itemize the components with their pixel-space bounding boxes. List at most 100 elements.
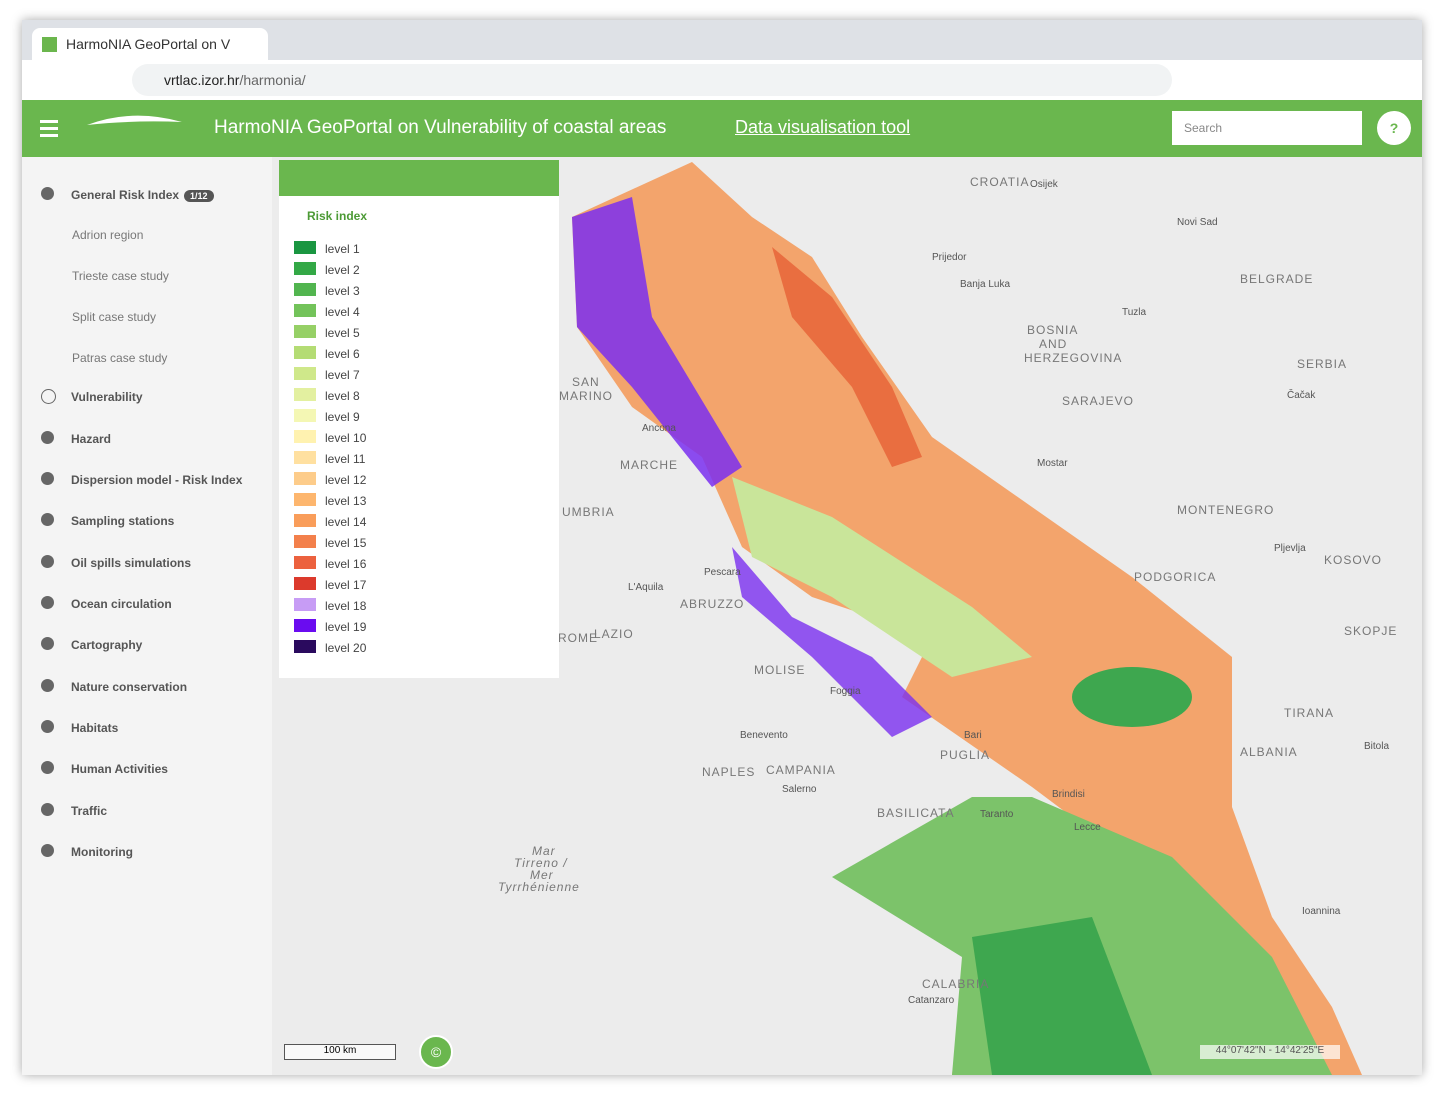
map-label: SKOPJE (1344, 624, 1398, 638)
legend-label: level 14 (325, 515, 367, 529)
map-label: Taranto (980, 809, 1014, 820)
map-label: Pescara (704, 567, 741, 578)
item-label: Oil spills simulations (71, 556, 192, 570)
legend-item: level 5 (294, 325, 360, 340)
map-label: Bari (964, 730, 982, 741)
sidebar-item[interactable]: Dispersion model - Risk Index (41, 472, 243, 487)
help-button[interactable]: ? (1377, 111, 1411, 145)
item-label: Patras case study (72, 351, 168, 365)
legend-item: level 3 (294, 283, 360, 298)
copyright-button[interactable]: © (419, 1035, 453, 1069)
legend-swatch (294, 535, 316, 548)
map-label: Tirreno / (514, 856, 568, 870)
legend-label: level 4 (325, 305, 360, 319)
map-label: LAZIO (594, 627, 634, 641)
legend-swatch (294, 577, 316, 590)
map-label: MONTENEGRO (1177, 503, 1275, 517)
sidebar-item[interactable]: General Risk Index 1/12 (41, 187, 214, 202)
legend-item: level 6 (294, 346, 360, 361)
item-icon (41, 472, 54, 485)
sidebar-item[interactable]: Human Activities (41, 761, 168, 776)
map-label: Banja Luka (960, 279, 1011, 290)
sidebar-item[interactable]: Oil spills simulations (41, 555, 192, 570)
map-label: Catanzaro (908, 995, 955, 1006)
sidebar-item[interactable]: Traffic (41, 803, 107, 818)
legend-item: level 9 (294, 409, 360, 424)
map-label: Ancona (642, 423, 676, 434)
sidebar-item[interactable]: Sampling stations (41, 513, 174, 528)
sidebar-item[interactable]: Monitoring (41, 844, 133, 859)
sidebar: General Risk Index 1/12 Adrion region Tries… (22, 157, 272, 1075)
sidebar-item[interactable]: Habitats (41, 720, 118, 735)
legend-swatch (294, 640, 316, 653)
legend-label: level 11 (325, 452, 366, 466)
map-label: Prijedor (932, 252, 967, 263)
map-label: Tyrrhénienne (498, 880, 580, 894)
map-label: BELGRADE (1240, 272, 1314, 286)
map-label: CALABRIA (922, 977, 990, 991)
map-label: MOLISE (754, 663, 806, 677)
legend-label: level 8 (325, 389, 360, 403)
map-label: CAMPANIA (766, 763, 836, 777)
map[interactable]: 100 km © 44°07'42"N - 14°42'25"E CROATIA… (272, 157, 1422, 1075)
map-label: MARINO (559, 389, 613, 403)
item-label: Monitoring (71, 845, 133, 859)
sidebar-item[interactable]: Ocean circulation (41, 596, 172, 611)
logo (40, 115, 182, 137)
sidebar-item[interactable]: Trieste case study (72, 269, 169, 283)
sidebar-item[interactable]: Cartography (41, 637, 142, 652)
legend-swatch (294, 514, 316, 527)
item-label: Dispersion model - Risk Index (71, 473, 243, 487)
sidebar-item[interactable]: Split case study (72, 310, 156, 324)
legend-title[interactable]: Risk index (307, 209, 368, 223)
legend-label: level 2 (325, 263, 360, 277)
map-layer (572, 162, 1362, 1075)
url-path: /harmonia/ (239, 72, 306, 88)
item-label: General Risk Index (71, 188, 180, 202)
legend-swatch (294, 598, 316, 611)
legend-label: level 18 (325, 599, 367, 613)
legend-label: level 9 (325, 410, 360, 424)
legend-label: level 1 (325, 242, 360, 256)
map-label: L'Aquila (628, 582, 664, 593)
legend-swatch (294, 556, 316, 569)
item-label: Vulnerability (71, 390, 143, 404)
map-label: Mer (530, 868, 554, 882)
legend-swatch (294, 262, 316, 275)
sidebar-item[interactable]: Hazard (41, 431, 112, 446)
map-label: Brindisi (1052, 789, 1085, 800)
legend-swatch (294, 430, 316, 443)
map-label: PODGORICA (1134, 570, 1217, 584)
legend-swatch (294, 388, 316, 401)
legend-item: level 16 (294, 556, 366, 571)
legend-item: level 4 (294, 304, 360, 319)
legend-item: level 14 (294, 514, 367, 529)
sidebar-item[interactable]: Nature conservation (41, 679, 188, 694)
tab[interactable]: HarmoNIA GeoPortal on V (32, 28, 268, 60)
legend-item: level 10 (294, 430, 366, 445)
item-icon (41, 844, 54, 857)
map-label: NAPLES (702, 765, 756, 779)
map-label: SERBIA (1297, 357, 1348, 371)
item-icon (41, 637, 54, 650)
legend-swatch (294, 283, 316, 296)
map-label: SARAJEVO (1062, 394, 1135, 408)
item-label: Adrion region (72, 228, 144, 242)
legend-label: level 5 (325, 326, 360, 340)
item-label: Hazard (71, 432, 112, 446)
item-label: Nature conservation (71, 680, 188, 694)
sidebar-item[interactable]: Vulnerability (41, 389, 143, 404)
item-icon (41, 761, 54, 774)
legend-toolbar (279, 160, 559, 196)
tool-link[interactable]: Data visualisation tool (735, 117, 911, 137)
sidebar-item[interactable]: Patras case study (72, 351, 167, 365)
item-badge: 1/12 (184, 190, 214, 202)
sidebar-item[interactable]: Adrion region (72, 228, 143, 242)
item-label: Ocean circulation (71, 597, 172, 611)
map-label: TIRANA (1284, 706, 1335, 720)
search-box[interactable]: Search (1172, 111, 1362, 145)
address-bar[interactable]: vrtlac.izor.hr/harmonia/ (132, 64, 1172, 96)
map-label: Tuzla (1122, 307, 1147, 318)
map-label: Novi Sad (1177, 217, 1218, 228)
scale-bar: 100 km (284, 1044, 396, 1060)
